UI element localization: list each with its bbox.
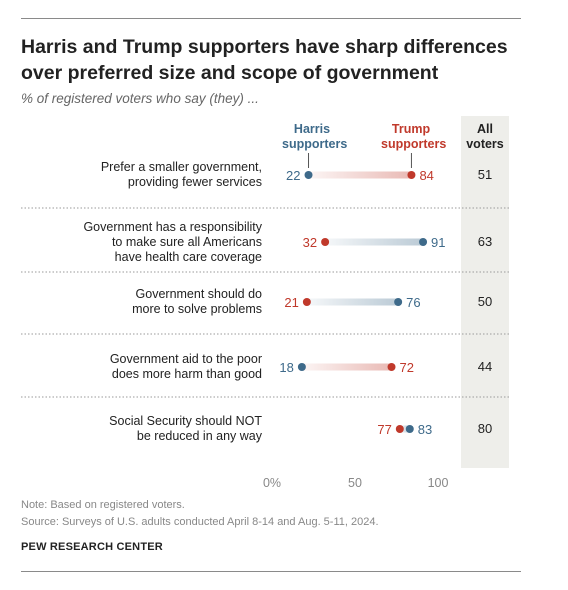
trump-header-line-1: Trump — [391, 122, 431, 136]
trump-value-2: 32 — [303, 235, 317, 250]
row-label-2: Government has a responsibility to make s… — [12, 220, 262, 265]
trump-dot-1 — [407, 171, 416, 179]
trump-dot-2 — [321, 238, 330, 246]
harris-header-line-1: Harris — [293, 122, 331, 136]
row-label-4: Government aid to the poor does more harm… — [12, 352, 262, 382]
trump-value-4: 72 — [400, 360, 414, 375]
source-text: Source: Surveys of U.S. adults conducted… — [21, 516, 379, 528]
trump-supporters-header: Trump supporters — [381, 122, 447, 152]
trump-value-5: 77 — [377, 422, 391, 437]
all-header-line-1: All — [477, 122, 493, 136]
row-label-1-line-2: providing fewer services — [127, 175, 262, 189]
harris-value-3: 76 — [406, 295, 420, 310]
row-label-2-line-3: have health care coverage — [114, 249, 262, 264]
all-voters-header: All voters — [461, 122, 509, 152]
harris-value-4: 18 — [279, 360, 293, 375]
trump-dot-5 — [395, 425, 404, 433]
chart-title-line-1: Harris and Trump supporters have sharp d… — [21, 36, 508, 58]
row-label-3: Government should do more to solve proble… — [12, 287, 262, 317]
range-bar-5 — [399, 425, 410, 433]
row-label-5-line-2: be reduced in any way — [136, 429, 262, 443]
bottom-rule — [21, 571, 521, 572]
top-rule — [21, 18, 521, 19]
trump-value-3: 21 — [284, 295, 298, 310]
row-label-2-line-2: to make sure all Americans — [111, 234, 262, 249]
all-voters-value-4: 44 — [477, 359, 493, 374]
range-bar-1 — [308, 171, 412, 179]
all-voters-value-3: 50 — [477, 294, 493, 309]
pew-research-center-logo-text: PEW RESEARCH CENTER — [21, 541, 163, 553]
row-label-1-line-1: Prefer a smaller government, — [100, 160, 262, 174]
harris-dot-3 — [394, 298, 403, 306]
range-bar-4 — [301, 363, 392, 371]
x-tick-label-1: 0% — [263, 476, 281, 490]
trump-dot-3 — [302, 298, 311, 306]
trump-header-line-2: supporters — [381, 137, 447, 151]
harris-dot-1 — [304, 171, 313, 179]
row-label-3-line-2: more to solve problems — [132, 302, 262, 316]
row-label-2-line-1: Government has a responsibility — [83, 219, 262, 234]
harris-dot-4 — [297, 363, 306, 371]
all-voters-value-2: 63 — [477, 234, 493, 249]
harris-supporters-header: Harris supporters — [282, 122, 348, 152]
trump-dot-4 — [387, 363, 396, 371]
chart-subtitle: % of registered voters who say (they) ..… — [21, 91, 259, 106]
harris-value-1: 22 — [286, 168, 300, 183]
row-label-5-line-1: Social Security should NOT — [109, 414, 262, 428]
all-voters-value-1: 51 — [477, 167, 493, 182]
harris-dot-5 — [405, 425, 414, 433]
x-tick-label-3: 100 — [428, 476, 449, 490]
harris-value-2: 91 — [431, 235, 445, 250]
all-header-line-2: voters — [466, 137, 504, 151]
harris-header-line-2: supporters — [282, 137, 348, 151]
range-bar-3 — [306, 298, 399, 306]
all-voters-column-background — [461, 116, 509, 468]
row-label-5: Social Security should NOT be reduced in … — [12, 414, 262, 444]
row-label-1: Prefer a smaller government, providing fe… — [12, 160, 262, 190]
harris-dot-2 — [419, 238, 428, 246]
harris-value-5: 83 — [418, 422, 432, 437]
trump-value-1: 84 — [419, 168, 433, 183]
range-bar-2 — [325, 238, 424, 246]
note-text: Note: Based on registered voters. — [21, 499, 185, 511]
row-label-4-line-1: Government aid to the poor — [109, 352, 262, 366]
x-tick-label-2: 50 — [348, 476, 362, 490]
row-label-4-line-2: does more harm than good — [111, 367, 262, 381]
chart-title-line-2: over preferred size and scope of governm… — [21, 62, 439, 84]
all-voters-value-5: 80 — [477, 421, 493, 436]
chart-title: Harris and Trump supporters have sharp d… — [21, 34, 541, 86]
row-label-3-line-1: Government should do — [135, 287, 262, 301]
